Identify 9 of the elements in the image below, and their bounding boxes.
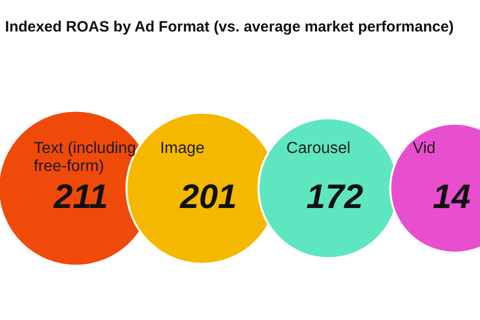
category-label: Vid: [412, 140, 436, 158]
text: Indexed ROAS by Ad Format (vs. average market performance): [5, 18, 454, 36]
data-label: 201: [179, 178, 237, 216]
category-label: Image: [160, 140, 205, 158]
category-label: Text (including free-form): [34, 140, 136, 176]
category-label: Carousel: [286, 140, 350, 158]
data-label: 172: [306, 178, 364, 216]
data-label: 14: [432, 178, 471, 216]
data-label: 211: [52, 178, 108, 216]
